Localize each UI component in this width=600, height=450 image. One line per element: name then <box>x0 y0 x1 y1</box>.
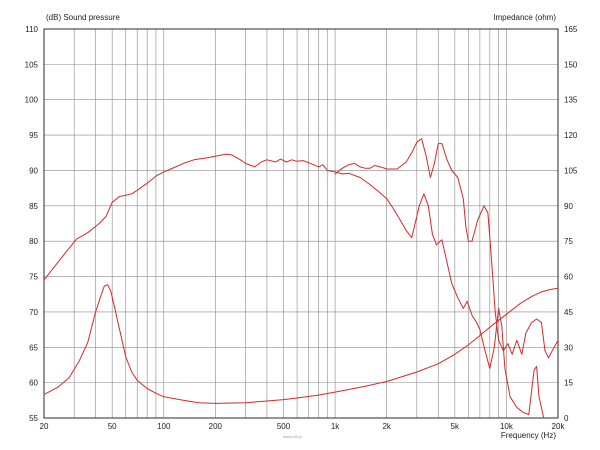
sound-pressure-curve-2 <box>334 138 559 359</box>
x-tick-label: 200 <box>209 422 223 431</box>
left-y-tick-label: 75 <box>29 273 38 282</box>
right-y-tick-label: 15 <box>564 379 573 388</box>
left-y-tick-labels: 110 105 100 95 90 85 80 75 70 65 60 55 <box>25 25 39 423</box>
right-y-tick-label: 135 <box>564 96 578 105</box>
x-axis-title: Frequency (Hz) <box>501 431 556 440</box>
right-y-tick-label: 90 <box>564 202 573 211</box>
right-y-tick-label: 45 <box>564 308 573 317</box>
right-y-tick-label: 150 <box>564 60 578 69</box>
watermark-text: www.hifi.pl <box>283 434 302 439</box>
plot-frame <box>43 28 559 419</box>
left-y-tick-label: 90 <box>29 166 38 175</box>
series-group <box>43 138 559 419</box>
x-tick-labels: 20 50 100 200 500 1k 2k 5k 10k 20k <box>40 422 566 431</box>
x-tick-label: 5k <box>451 422 460 431</box>
x-tick-label: 500 <box>277 422 291 431</box>
left-y-tick-label: 65 <box>29 343 38 352</box>
left-y-tick-label: 95 <box>29 131 38 140</box>
x-tick-label: 1k <box>331 422 340 431</box>
left-y-tick-label: 80 <box>29 237 38 246</box>
right-y-tick-label: 105 <box>564 166 578 175</box>
left-axis-title: (dB) Sound pressure <box>46 13 120 22</box>
left-y-tick-label: 60 <box>29 379 38 388</box>
left-y-tick-label: 55 <box>29 414 38 423</box>
right-y-tick-label: 75 <box>564 237 573 246</box>
left-y-tick-label: 70 <box>29 308 38 317</box>
grid-lines <box>44 29 558 418</box>
x-tick-label: 20 <box>40 422 49 431</box>
x-tick-label: 10k <box>500 422 514 431</box>
right-axis-title: Impedance (ohm) <box>493 13 556 22</box>
right-y-tick-label: 30 <box>564 343 573 352</box>
right-y-tick-label: 60 <box>564 273 573 282</box>
left-y-tick-label: 100 <box>25 96 39 105</box>
x-tick-label: 50 <box>108 422 117 431</box>
x-tick-label: 100 <box>157 422 171 431</box>
left-y-tick-label: 105 <box>25 60 39 69</box>
x-tick-label: 2k <box>382 422 391 431</box>
x-tick-label: 20k <box>552 422 566 431</box>
right-y-tick-label: 120 <box>564 131 578 140</box>
right-y-tick-label: 165 <box>564 25 578 34</box>
right-y-tick-label: 0 <box>564 414 569 423</box>
left-y-tick-label: 85 <box>29 202 38 211</box>
sound-pressure-curve-1 <box>43 153 545 419</box>
left-y-tick-label: 110 <box>25 25 38 34</box>
impedance-curve <box>43 284 559 404</box>
